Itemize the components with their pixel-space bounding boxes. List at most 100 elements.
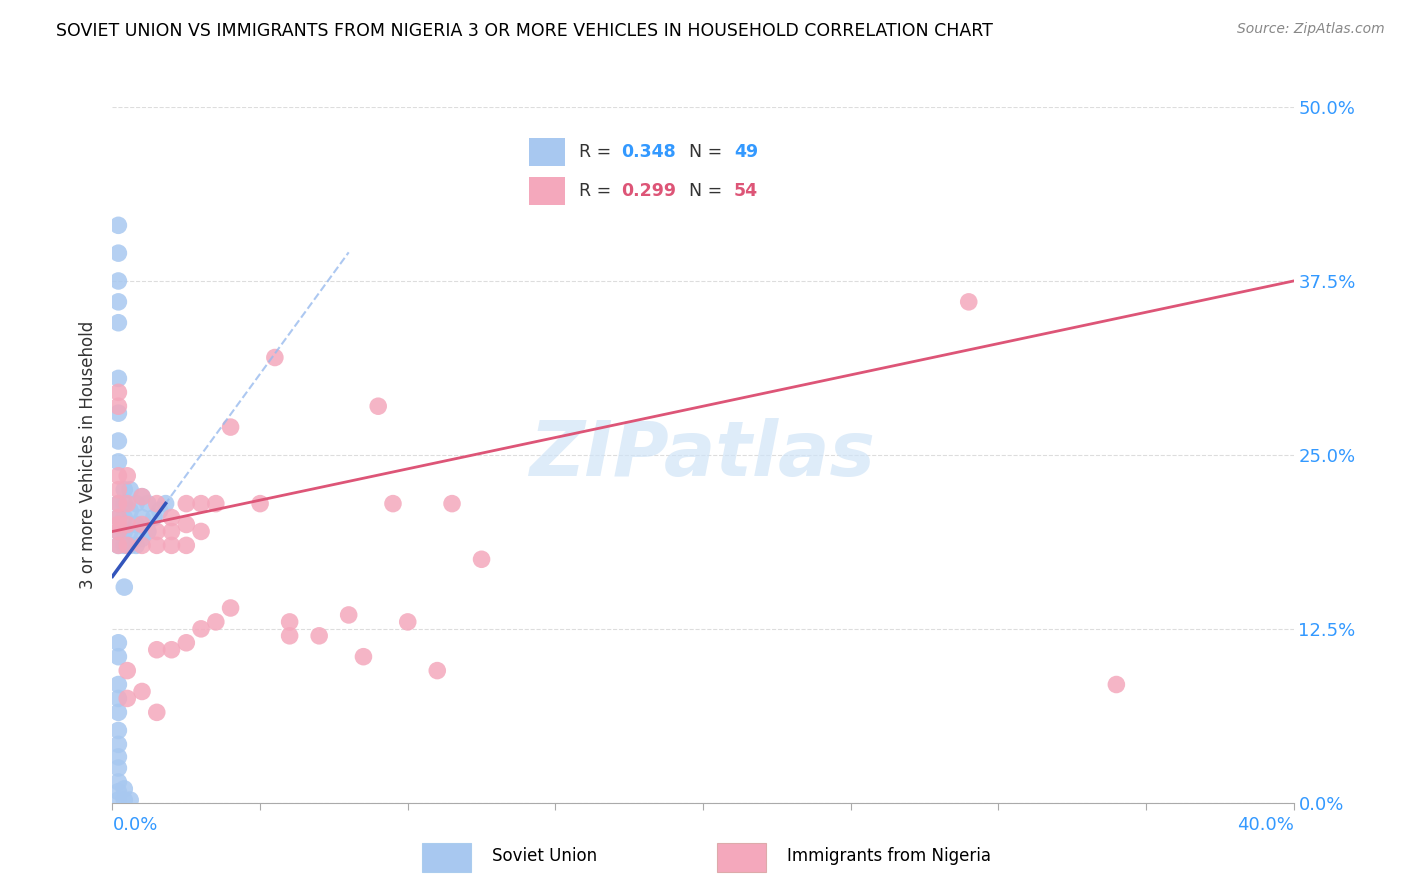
Point	[107, 691, 129, 706]
Point	[131, 538, 153, 552]
Point	[107, 636, 129, 650]
Point	[107, 497, 129, 511]
Point	[146, 497, 169, 511]
Point	[107, 497, 129, 511]
Point	[107, 761, 129, 775]
Point	[107, 371, 129, 385]
Point	[470, 552, 494, 566]
Point	[131, 517, 153, 532]
Text: ZIPatlas: ZIPatlas	[530, 418, 876, 491]
Point	[125, 517, 148, 532]
Point	[174, 636, 197, 650]
Point	[107, 737, 129, 751]
Point	[136, 497, 159, 511]
Point	[160, 642, 183, 657]
Point	[308, 629, 330, 643]
Point	[131, 684, 153, 698]
Point	[219, 601, 242, 615]
Point	[160, 524, 183, 539]
Point	[107, 785, 129, 799]
Point	[112, 781, 135, 796]
Text: 0.0%: 0.0%	[112, 816, 157, 834]
Point	[219, 420, 242, 434]
Point	[107, 510, 129, 524]
Point	[112, 524, 135, 539]
Point	[149, 503, 172, 517]
Point	[107, 219, 129, 233]
Point	[120, 503, 142, 517]
Point	[107, 399, 129, 413]
Point	[112, 580, 135, 594]
Point	[190, 497, 212, 511]
Point	[117, 691, 138, 706]
Point	[146, 538, 169, 552]
Point	[112, 510, 135, 524]
Text: SOVIET UNION VS IMMIGRANTS FROM NIGERIA 3 OR MORE VEHICLES IN HOUSEHOLD CORRELAT: SOVIET UNION VS IMMIGRANTS FROM NIGERIA …	[56, 22, 993, 40]
Text: 49: 49	[734, 143, 758, 161]
Point	[107, 538, 129, 552]
Point	[117, 664, 138, 678]
Point	[107, 750, 129, 764]
Text: N =: N =	[689, 143, 728, 161]
Point	[352, 649, 374, 664]
Point	[146, 524, 169, 539]
Point	[107, 524, 129, 539]
Point	[107, 246, 129, 260]
Point	[131, 532, 153, 546]
Point	[112, 497, 135, 511]
Point	[131, 490, 153, 504]
Point	[107, 793, 129, 807]
Point	[117, 468, 138, 483]
Point	[117, 517, 138, 532]
FancyBboxPatch shape	[717, 843, 766, 872]
Point	[264, 351, 287, 365]
Point	[396, 615, 419, 629]
Point	[125, 497, 148, 511]
Point	[107, 455, 129, 469]
Point	[107, 294, 129, 309]
Point	[107, 677, 129, 691]
Point	[367, 399, 389, 413]
Point	[278, 629, 301, 643]
Point	[382, 497, 405, 511]
Point	[136, 524, 159, 539]
Point	[174, 517, 197, 532]
Text: R =: R =	[579, 143, 617, 161]
Point	[1105, 677, 1128, 691]
Point	[117, 497, 138, 511]
Point	[107, 517, 129, 532]
Point	[426, 664, 449, 678]
Point	[107, 775, 129, 789]
Point	[957, 294, 980, 309]
Point	[107, 434, 129, 448]
Text: Immigrants from Nigeria: Immigrants from Nigeria	[787, 847, 991, 865]
Text: 0.299: 0.299	[621, 182, 676, 201]
Point	[112, 538, 135, 552]
Point	[107, 524, 129, 539]
Point	[107, 510, 129, 524]
Point	[120, 538, 142, 552]
Point	[190, 524, 212, 539]
Text: 0.348: 0.348	[621, 143, 676, 161]
Point	[107, 406, 129, 420]
Text: R =: R =	[579, 182, 617, 201]
Point	[107, 649, 129, 664]
Point	[337, 607, 360, 622]
Point	[146, 642, 169, 657]
Point	[107, 723, 129, 738]
Point	[131, 510, 153, 524]
Text: Source: ZipAtlas.com: Source: ZipAtlas.com	[1237, 22, 1385, 37]
Point	[205, 615, 228, 629]
Point	[174, 497, 197, 511]
Point	[112, 483, 135, 497]
Point	[142, 510, 165, 524]
Point	[107, 538, 129, 552]
Point	[155, 497, 177, 511]
Text: 54: 54	[734, 182, 758, 201]
Y-axis label: 3 or more Vehicles in Household: 3 or more Vehicles in Household	[79, 321, 97, 589]
Point	[278, 615, 301, 629]
Point	[160, 510, 183, 524]
Point	[107, 483, 129, 497]
Point	[441, 497, 464, 511]
Point	[205, 497, 228, 511]
